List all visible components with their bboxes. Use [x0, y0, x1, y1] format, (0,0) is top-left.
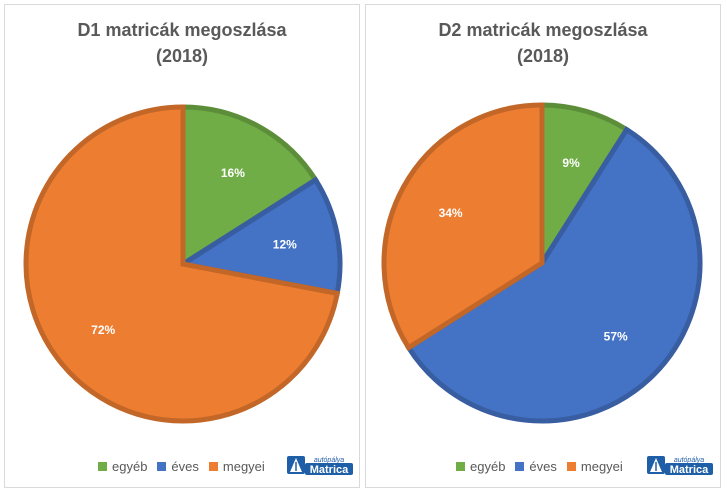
legend-label: éves	[529, 458, 557, 474]
legend-item-megyei: megyei	[566, 458, 623, 474]
chart-title-main: D1 matricák megoszlása	[77, 20, 287, 40]
legend-label: egyéb	[470, 458, 506, 474]
pie-slice-1	[176, 176, 343, 297]
chart-title-year: (2018)	[516, 46, 570, 66]
data-label-2: 34%	[439, 206, 463, 220]
legend-item-eves: éves	[157, 458, 199, 474]
chart-panel-d1: D1 matricák megoszlása (2018) 16% 12% 72% …	[4, 4, 360, 488]
pie-chart-d1: 16% 12% 72%	[23, 104, 343, 424]
chart-title-year: (2018)	[155, 46, 209, 66]
data-label-1: 57%	[604, 330, 628, 344]
pie-chart-d2: 9% 57% 34%	[381, 102, 703, 424]
legend-label: éves	[171, 458, 199, 474]
legend-item-egyeb: egyéb	[456, 459, 505, 474]
pie-slice-2	[381, 102, 545, 352]
legend-swatch	[456, 461, 465, 471]
legend: egyéb éves megyei	[98, 457, 275, 475]
chart-panel-d2: D2 matricák megoszlása (2018) 9% 57% 34% e…	[365, 4, 721, 488]
data-label-2: 72%	[91, 323, 115, 337]
svg-text:Matrica: Matrica	[310, 464, 349, 476]
legend-swatch	[98, 461, 107, 471]
autopalya-matrica-logo: autópálya Matrica	[647, 456, 713, 476]
pie-slice-1	[405, 126, 703, 424]
svg-text:autópálya: autópálya	[674, 457, 704, 464]
legend-label: megyei	[222, 458, 265, 474]
svg-text:autópálya: autópálya	[314, 457, 344, 464]
legend-swatch	[566, 461, 576, 471]
legend-item-egyeb: egyéb	[98, 459, 147, 474]
svg-text:Matrica: Matrica	[670, 464, 709, 476]
legend-swatch	[157, 461, 167, 471]
chart-title-main: D2 matricák megoszlása	[438, 20, 648, 40]
legend-item-eves: éves	[515, 458, 557, 474]
pie-slice-0	[180, 104, 320, 269]
data-label-1: 12%	[273, 238, 297, 252]
data-label-0: 16%	[221, 166, 245, 180]
autopalya-matrica-logo: autópálya Matrica	[287, 456, 353, 476]
legend-label: egyéb	[112, 458, 148, 474]
pie-slice-2	[23, 104, 341, 424]
legend-item-megyei: megyei	[208, 458, 265, 474]
data-label-0: 9%	[562, 156, 580, 170]
legend-label: megyei	[580, 458, 623, 474]
legend: egyéb éves megyei	[456, 457, 633, 475]
legend-swatch	[515, 461, 525, 471]
chart-title: D1 matricák megoszlása (2018)	[5, 17, 359, 69]
chart-title: D2 matricák megoszlása (2018)	[366, 17, 720, 69]
legend-swatch	[208, 461, 218, 471]
